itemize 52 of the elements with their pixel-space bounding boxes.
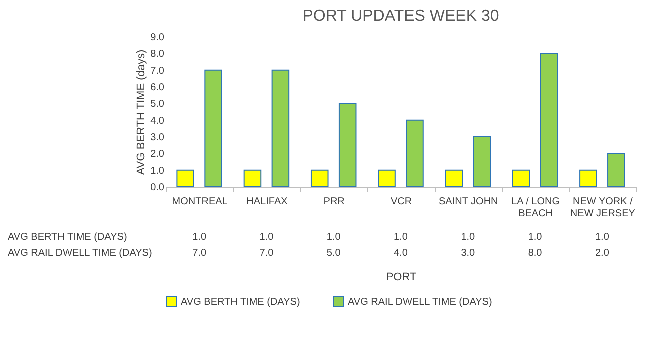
chart-title: PORT UPDATES WEEK 30: [302, 8, 500, 25]
bar: [580, 170, 598, 188]
bar: [176, 170, 194, 188]
y-tick-label: 4.0: [150, 116, 165, 127]
x-tick-label: VCR: [390, 196, 412, 208]
data-label: 2.0: [595, 248, 610, 259]
data-label: 1.0: [595, 232, 610, 243]
x-tick-label: HALIFAX: [246, 196, 288, 208]
x-tick-label: SAINT JOHN: [439, 196, 498, 208]
bar: [244, 170, 262, 188]
data-label: 8.0: [528, 248, 543, 259]
bar: [473, 136, 492, 188]
x-tick-label: NEW YORK / NEW JERSEY: [570, 196, 636, 220]
y-tick-label: 6.0: [150, 82, 165, 94]
data-label: 1.0: [461, 232, 476, 243]
data-label: 1.0: [528, 232, 543, 243]
bar: [310, 170, 329, 188]
data-label: 1.0: [192, 232, 207, 243]
y-tick-label: 0.0: [150, 182, 165, 194]
data-label: 1.0: [260, 232, 274, 243]
legend-label: AVG RAIL DWELL TIME (DAYS): [348, 296, 492, 308]
x-tick-label: MONTREAL: [172, 196, 228, 208]
y-tick-label: 9.0: [150, 32, 165, 44]
y-axis-title: AVG BERTH TIME (days): [136, 50, 148, 176]
y-tick-label: 8.0: [150, 49, 165, 60]
x-axis-title: PORT: [386, 272, 417, 284]
bar: [512, 170, 530, 188]
data-label: 7.0: [192, 248, 207, 259]
data-label: 1.0: [326, 232, 342, 243]
data-label: 7.0: [260, 248, 274, 259]
data-label: 5.0: [326, 248, 342, 259]
y-tick-label: 3.0: [150, 132, 165, 144]
bar: [608, 153, 626, 188]
bar: [204, 70, 222, 188]
bar: [540, 53, 558, 188]
y-tick-label: 2.0: [150, 149, 165, 160]
bar: [445, 170, 464, 188]
text: AVG BERTH TIME (DAYS): [8, 232, 128, 243]
y-tick-label: 5.0: [150, 99, 165, 110]
data-label: 1.0: [394, 232, 408, 243]
y-tick-label: 1.0: [150, 166, 165, 177]
data-label: 4.0: [394, 248, 408, 259]
x-tick-label: PRR: [324, 196, 345, 208]
data-label: 3.0: [461, 248, 476, 259]
text: AVG RAIL DWELL TIME (DAYS): [8, 248, 152, 259]
bar: [272, 70, 290, 188]
bar: [338, 103, 357, 188]
legend-label: AVG BERTH TIME (DAYS): [181, 296, 300, 308]
bar: [378, 170, 396, 188]
bar: [406, 120, 424, 188]
y-tick-label: 7.0: [150, 66, 165, 77]
x-tick-label: LA / LONG BEACH: [512, 196, 560, 220]
